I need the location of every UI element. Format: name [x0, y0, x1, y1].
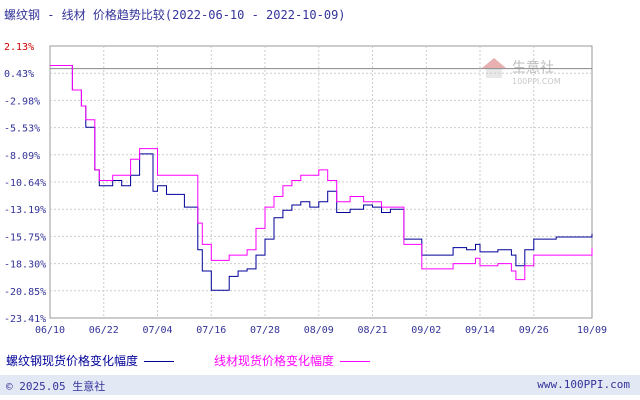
y-tick-label: -13.19%	[4, 205, 46, 216]
series	[50, 65, 593, 291]
legend-label-rebar: 螺纹钢现货价格变化幅度	[6, 354, 139, 368]
x-tick-label: 06/22	[89, 325, 119, 336]
x-tick-label: 07/04	[142, 325, 172, 336]
watermark-url: 100PPI.COM	[512, 77, 561, 86]
site-url: www.100PPI.com	[537, 378, 630, 391]
legend-label-wire: 线材现货价格变化幅度	[214, 354, 335, 368]
y-tick-label: -5.53%	[4, 124, 40, 135]
y-tick-label: -15.75%	[4, 232, 46, 243]
y-tick-label: -2.98%	[4, 96, 40, 107]
y-tick-label: -10.64%	[4, 178, 46, 189]
x-tick-label: 09/26	[519, 325, 549, 336]
legend-item-wire: 线材现货价格变化幅度	[214, 352, 371, 369]
watermark-brand: 生意社	[512, 59, 554, 76]
grid	[49, 45, 593, 319]
watermark-logo: 生意社 100PPI.COM	[482, 58, 561, 86]
x-tick-label: 07/28	[250, 325, 280, 336]
y-tick-label: -8.09%	[4, 151, 40, 162]
y-tick-label: -20.85%	[4, 287, 46, 298]
y-tick-label: 2.13%	[4, 42, 34, 53]
y-tick-label: 0.43%	[4, 69, 34, 80]
x-tick-label: 07/16	[196, 325, 226, 336]
series-line-wire	[50, 65, 593, 281]
axes: 2.13% 0.43% -2.98% -5.53% -8.09% -10.64% -13.1…	[4, 42, 607, 336]
series-line-rebar	[50, 65, 593, 291]
legend-item-rebar: 螺纹钢现货价格变化幅度	[6, 352, 175, 369]
footer-bar	[0, 375, 640, 395]
x-tick-label: 09/02	[411, 325, 441, 336]
legend-swatch-wire	[340, 361, 371, 362]
chart-title: 螺纹钢 - 线材 价格趋势比较(2022-06-10 - 2022-10-09)	[4, 8, 346, 22]
y-tick-label: -23.41%	[4, 314, 46, 325]
copyright-text: © 2025.05 生意社	[6, 380, 106, 393]
x-tick-label: 09/14	[465, 325, 495, 336]
legend-swatch-rebar	[144, 361, 175, 362]
y-tick-label: -18.30%	[4, 260, 46, 271]
x-tick-label: 08/09	[304, 325, 334, 336]
x-tick-label: 06/10	[35, 325, 65, 336]
x-tick-label: 10/09	[577, 325, 607, 336]
x-tick-label: 08/21	[357, 325, 387, 336]
